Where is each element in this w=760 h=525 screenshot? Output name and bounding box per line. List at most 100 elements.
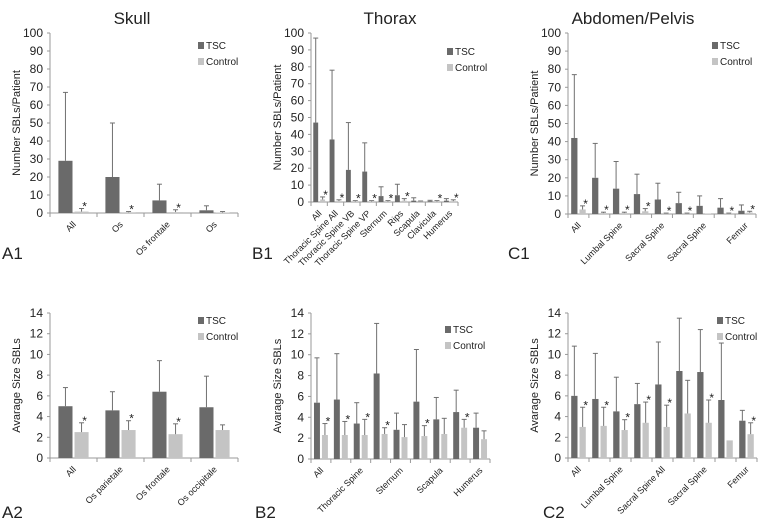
x-tick-label: Lumbal Spine — [579, 220, 625, 266]
y-tick-label: 10 — [30, 188, 44, 202]
legend-label-control: Control — [453, 341, 485, 352]
bar-tsc — [717, 207, 724, 214]
y-tick-label: 0 — [554, 451, 561, 465]
y-tick-label: 10 — [548, 347, 562, 361]
bar-control — [683, 213, 691, 214]
y-tick-label: 14 — [291, 306, 305, 320]
legend-swatch-control — [712, 58, 718, 65]
bar-control — [705, 422, 712, 458]
bar-control — [321, 435, 328, 459]
bar-control — [642, 422, 649, 458]
y-tick-label: 90 — [548, 44, 562, 58]
bar-tsc — [571, 137, 578, 214]
significance-star: * — [129, 203, 134, 217]
panel-label: A1 — [2, 244, 23, 263]
bar-control — [341, 435, 348, 459]
y-axis-label: Avarage Size SBLs — [272, 338, 284, 433]
bar-control — [747, 434, 754, 458]
bar-tsc — [738, 210, 745, 214]
bar-tsc — [433, 419, 440, 459]
x-tick-label: Sacral Spine — [623, 220, 666, 263]
x-tick-label: Sacral Spine — [666, 464, 709, 507]
significance-star: * — [583, 197, 588, 211]
bar-tsc — [393, 429, 400, 459]
y-tick-label: 100 — [541, 26, 561, 40]
bar-tsc — [199, 407, 214, 458]
x-tick-label: All — [64, 219, 78, 233]
legend-swatch-control — [198, 333, 204, 340]
bar-tsc — [378, 196, 384, 202]
bar-control — [74, 432, 89, 458]
bar-control — [600, 213, 607, 214]
bar-control — [385, 201, 391, 202]
y-tick-label: 30 — [291, 144, 305, 158]
y-axis-label: Number SBLs/Patient — [11, 70, 23, 176]
bar-control — [725, 213, 732, 214]
bar-control — [418, 201, 424, 202]
x-tick-label: Os — [204, 219, 220, 235]
bar-tsc — [592, 398, 599, 458]
bar-control — [421, 436, 428, 459]
bar-control — [579, 209, 586, 214]
y-tick-label: 0 — [297, 452, 304, 466]
bar-control — [663, 213, 670, 214]
panel-b1: 0 10 20 30 40 50 60 70 80 90 100 Number SBLs/Patien… — [252, 26, 487, 268]
legend-label-tsc: TSC — [453, 325, 473, 336]
legend-label-control: Control — [206, 57, 238, 68]
x-tick-label: Os frontale — [134, 464, 172, 502]
bar-control — [401, 437, 408, 459]
bar-control — [726, 440, 733, 458]
y-tick-label: 90 — [291, 43, 305, 57]
legend-label-control: Control — [725, 332, 757, 343]
panel-a2: 0 2 4 6 8 10 12 14 Avarage Size SBLs * All * Os pari… — [2, 306, 239, 522]
bar-tsc — [697, 372, 704, 458]
bar-control — [168, 212, 183, 213]
legend-label-tsc: TSC — [455, 47, 475, 58]
significance-star: * — [688, 204, 693, 218]
bar-control — [600, 425, 607, 458]
bar-control — [450, 201, 456, 202]
y-tick-label: 10 — [291, 178, 305, 192]
bar-control — [621, 213, 628, 214]
bar-control — [441, 433, 448, 459]
y-tick-label: 12 — [30, 327, 44, 341]
significance-star: * — [604, 203, 609, 217]
bar-tsc — [676, 371, 683, 458]
legend-label-tsc: TSC — [206, 316, 226, 327]
panel-label: C2 — [543, 503, 565, 522]
x-tick-label: Lumbal Spine — [579, 464, 625, 510]
bar-tsc — [411, 200, 417, 202]
y-axis-label: Avarage Size SBLs — [529, 338, 541, 433]
panel-label: B1 — [252, 244, 273, 263]
y-tick-label: 70 — [30, 80, 44, 94]
legend-label-control: Control — [455, 63, 487, 74]
bar-tsc — [199, 210, 214, 213]
bar-control — [704, 213, 712, 214]
bar-control — [481, 439, 488, 459]
y-tick-label: 30 — [30, 152, 44, 166]
bar-tsc — [571, 395, 578, 458]
title-thorax: Thorax — [364, 9, 417, 28]
significance-star: * — [604, 398, 609, 412]
bar-tsc — [654, 199, 661, 214]
bar-tsc — [613, 411, 620, 458]
y-tick-label: 30 — [548, 153, 562, 167]
bar-tsc — [696, 205, 703, 214]
significance-star: * — [646, 200, 651, 214]
legend-swatch-tsc — [712, 42, 718, 49]
x-tick-label: Os frontale — [134, 219, 172, 257]
legend-label-control: Control — [206, 332, 238, 343]
bar-control — [320, 199, 326, 202]
bar-control — [434, 201, 440, 202]
panel-label: C1 — [508, 244, 530, 263]
y-tick-label: 50 — [30, 116, 44, 130]
bar-tsc — [473, 427, 480, 459]
significance-star: * — [729, 204, 734, 218]
significance-star: * — [750, 202, 755, 216]
y-tick-label: 10 — [30, 347, 44, 361]
y-tick-label: 4 — [554, 410, 561, 424]
significance-star: * — [646, 393, 651, 407]
bar-control — [352, 201, 358, 202]
y-axis-label: Avarage Size SBLs — [11, 338, 23, 433]
legend-swatch-tsc — [198, 317, 204, 324]
